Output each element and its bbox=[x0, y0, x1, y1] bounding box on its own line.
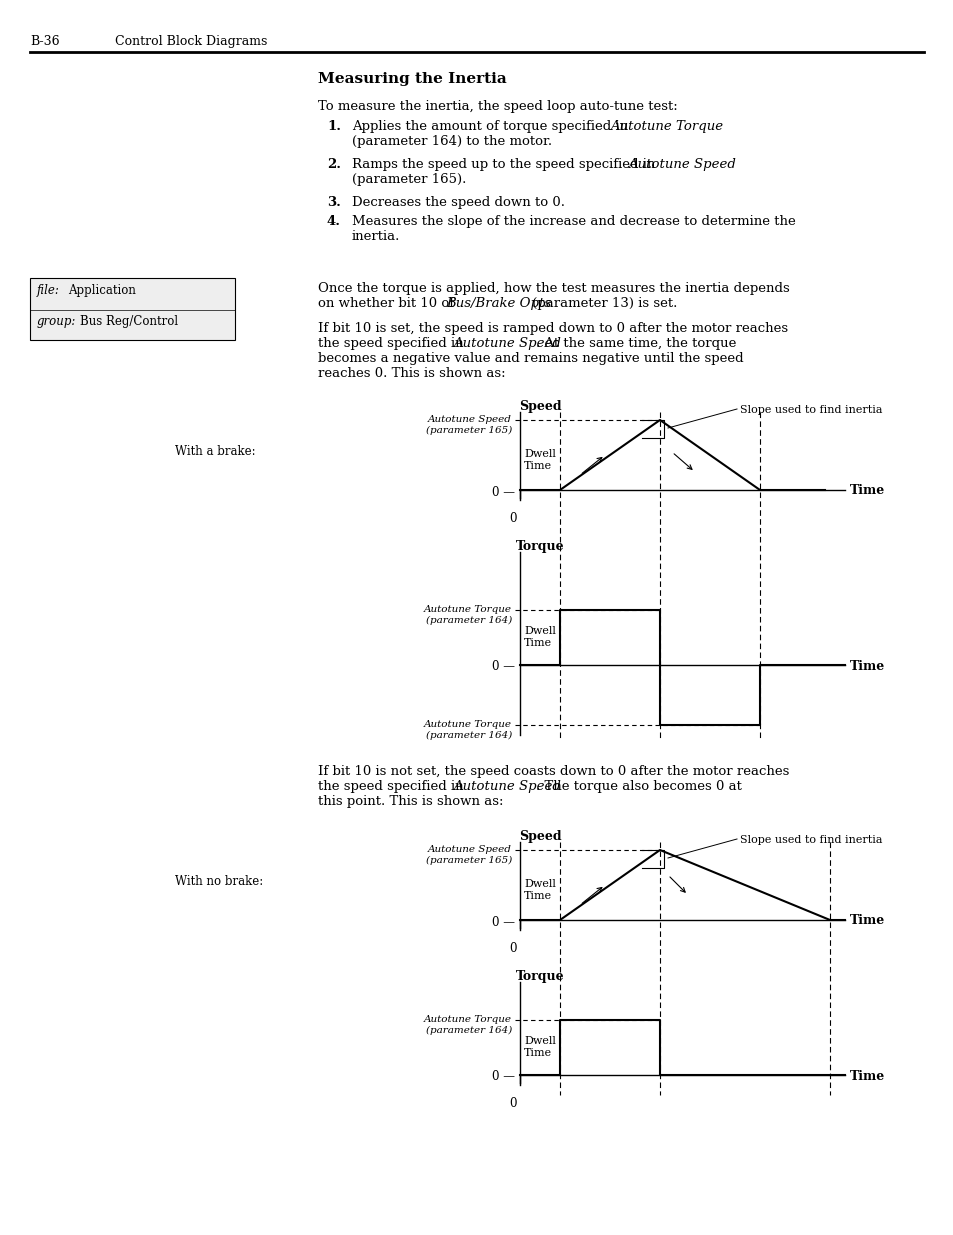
Text: Autotune Torque: Autotune Torque bbox=[609, 120, 722, 133]
Text: Torque: Torque bbox=[516, 540, 564, 553]
Text: Autotune Speed: Autotune Speed bbox=[453, 781, 560, 793]
Text: Once the torque is applied, how the test measures the inertia depends: Once the torque is applied, how the test… bbox=[317, 282, 789, 295]
Text: Decreases the speed down to 0.: Decreases the speed down to 0. bbox=[352, 196, 564, 209]
Text: 0 —: 0 — bbox=[492, 485, 515, 499]
Text: Torque: Torque bbox=[516, 969, 564, 983]
Text: (parameter 13) is set.: (parameter 13) is set. bbox=[527, 296, 677, 310]
Text: the speed specified in: the speed specified in bbox=[317, 337, 467, 350]
Text: file:: file: bbox=[37, 284, 60, 296]
FancyBboxPatch shape bbox=[30, 278, 234, 340]
Text: Time: Time bbox=[849, 484, 884, 498]
Text: (parameter 164) to the motor.: (parameter 164) to the motor. bbox=[352, 135, 552, 148]
Text: Autotune Torque
(parameter 164): Autotune Torque (parameter 164) bbox=[423, 1015, 512, 1035]
Text: To measure the inertia, the speed loop auto-tune test:: To measure the inertia, the speed loop a… bbox=[317, 100, 677, 112]
Text: reaches 0. This is shown as:: reaches 0. This is shown as: bbox=[317, 367, 505, 380]
Text: Autotune Torque
(parameter 164): Autotune Torque (parameter 164) bbox=[423, 605, 512, 625]
Text: Autotune Torque
(parameter 164): Autotune Torque (parameter 164) bbox=[423, 720, 512, 740]
Text: 4.: 4. bbox=[327, 215, 340, 228]
Text: the speed specified in: the speed specified in bbox=[317, 781, 467, 793]
Text: on whether bit 10 of: on whether bit 10 of bbox=[317, 296, 457, 310]
Text: B-36: B-36 bbox=[30, 35, 59, 48]
Text: Measuring the Inertia: Measuring the Inertia bbox=[317, 72, 506, 86]
Text: group:: group: bbox=[37, 315, 76, 329]
Text: this point. This is shown as:: this point. This is shown as: bbox=[317, 795, 503, 808]
Text: Dwell
Time: Dwell Time bbox=[523, 879, 556, 900]
Text: Autotune Speed: Autotune Speed bbox=[627, 158, 735, 170]
Text: If bit 10 is set, the speed is ramped down to 0 after the motor reaches: If bit 10 is set, the speed is ramped do… bbox=[317, 322, 787, 335]
Text: Bus Reg/Control: Bus Reg/Control bbox=[80, 315, 178, 329]
Text: inertia.: inertia. bbox=[352, 230, 400, 243]
Text: Ramps the speed up to the speed specified in: Ramps the speed up to the speed specifie… bbox=[352, 158, 659, 170]
Text: 2.: 2. bbox=[327, 158, 340, 170]
Text: Time: Time bbox=[849, 659, 884, 673]
Text: 0: 0 bbox=[509, 513, 517, 525]
Text: 0: 0 bbox=[509, 942, 517, 955]
Text: Control Block Diagrams: Control Block Diagrams bbox=[115, 35, 267, 48]
Text: With no brake:: With no brake: bbox=[174, 876, 263, 888]
Text: Autotune Speed
(parameter 165): Autotune Speed (parameter 165) bbox=[425, 845, 512, 864]
Text: Autotune Speed
(parameter 165): Autotune Speed (parameter 165) bbox=[425, 415, 512, 435]
Text: 0: 0 bbox=[509, 1097, 517, 1110]
Text: Speed: Speed bbox=[518, 830, 560, 844]
Text: becomes a negative value and remains negative until the speed: becomes a negative value and remains neg… bbox=[317, 352, 742, 366]
Text: Speed: Speed bbox=[518, 400, 560, 412]
Text: Autotune Speed: Autotune Speed bbox=[453, 337, 560, 350]
Text: Measures the slope of the increase and decrease to determine the: Measures the slope of the increase and d… bbox=[352, 215, 795, 228]
Text: Time: Time bbox=[849, 1070, 884, 1083]
Text: 0 —: 0 — bbox=[492, 1071, 515, 1083]
Text: 3.: 3. bbox=[327, 196, 340, 209]
Text: If bit 10 is not set, the speed coasts down to 0 after the motor reaches: If bit 10 is not set, the speed coasts d… bbox=[317, 764, 788, 778]
Text: 0 —: 0 — bbox=[492, 915, 515, 929]
Text: Time: Time bbox=[849, 914, 884, 927]
Text: Slope used to find inertia: Slope used to find inertia bbox=[740, 405, 882, 415]
Text: With a brake:: With a brake: bbox=[174, 445, 255, 458]
Text: Dwell
Time: Dwell Time bbox=[523, 1036, 556, 1058]
Text: Application: Application bbox=[68, 284, 135, 296]
Text: Dwell
Time: Dwell Time bbox=[523, 626, 556, 648]
Text: Dwell
Time: Dwell Time bbox=[523, 450, 556, 471]
Text: (parameter 165).: (parameter 165). bbox=[352, 173, 466, 186]
Text: . At the same time, the torque: . At the same time, the torque bbox=[536, 337, 736, 350]
Text: Slope used to find inertia: Slope used to find inertia bbox=[740, 835, 882, 845]
Text: Bus/Brake Opts: Bus/Brake Opts bbox=[446, 296, 551, 310]
Text: 1.: 1. bbox=[327, 120, 340, 133]
Text: Applies the amount of torque specified in: Applies the amount of torque specified i… bbox=[352, 120, 632, 133]
Text: 0 —: 0 — bbox=[492, 661, 515, 673]
Text: . The torque also becomes 0 at: . The torque also becomes 0 at bbox=[536, 781, 741, 793]
